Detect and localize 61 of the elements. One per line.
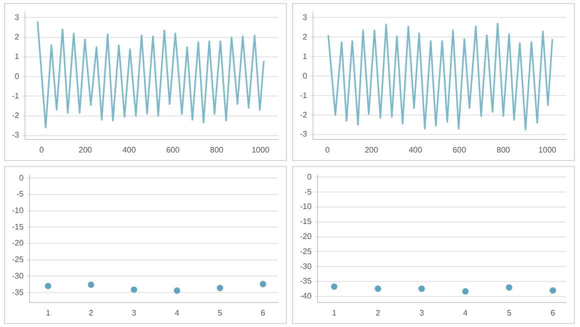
y-tick-label: -1 [12,91,20,100]
x-tick-label: 5 [218,308,223,318]
x-tick-label: 600 [452,145,467,154]
x-tick-label: 0 [39,145,44,154]
x-tick-label: 6 [260,308,266,318]
x-tick-label: 800 [210,145,224,154]
y-tick-label: 1 [302,52,308,61]
y-tick-label: -10 [300,202,312,212]
x-tick-label: 800 [496,145,511,154]
x-tick-label: 3 [132,308,137,318]
x-tick-label: 200 [78,145,93,154]
y-tick-label: -2 [12,111,20,120]
x-tick-label: 2 [88,308,94,318]
x-tick-label: 4 [174,308,180,318]
y-tick-label: -1 [300,90,308,100]
y-tick-label: -35 [300,276,312,286]
y-tick-label: -25 [300,246,312,256]
y-tick-label: -5 [16,190,24,199]
y-tick-label: -25 [12,255,24,264]
x-tick-label: 1 [332,308,337,318]
x-tick-label: 600 [166,145,180,154]
y-tick-label: 1 [14,52,20,62]
x-tick-label: 4 [463,308,468,318]
y-tick-label: -3 [300,130,308,139]
y-tick-label: -10 [12,206,24,215]
y-tick-label: 0 [19,173,24,182]
y-tick-label: 0 [14,72,20,81]
y-tick-label: -5 [304,187,312,196]
point [216,284,224,292]
x-tick-label: 200 [364,145,379,154]
x-tick-label: 400 [122,145,136,154]
y-tick-label: -20 [12,238,24,248]
y-tick-label: -20 [300,232,312,242]
y-tick-label: -40 [300,292,312,301]
x-tick-label: 5 [506,308,512,318]
y-tick-label: -15 [12,222,24,232]
point [88,282,94,288]
x-tick-label: 0 [325,145,330,154]
point [44,282,52,290]
y-tick-label: -30 [300,262,312,271]
point [260,280,266,288]
x-tick-label: 400 [408,145,423,154]
x-tick-label: 3 [419,308,424,318]
x-tick-label: 1000 [538,145,557,154]
y-tick-label: 2 [14,32,20,42]
y-tick-label: -2 [300,110,308,120]
point [130,286,138,293]
y-tick-label: 3 [302,12,308,22]
x-tick-label: 1 [46,308,51,318]
point [174,287,180,294]
y-tick-label: -35 [12,288,24,297]
x-tick-label: 2 [376,308,381,318]
y-tick-label: -3 [12,130,20,140]
y-tick-label: -15 [300,217,312,226]
y-tick-label: 0 [307,172,312,182]
y-tick-label: 2 [302,32,308,42]
y-tick-label: 3 [14,12,20,22]
y-tick-label: -30 [12,271,24,280]
y-tick-label: 0 [302,71,308,80]
x-tick-label: 1000 [252,145,270,154]
x-tick-label: 6 [550,308,556,318]
